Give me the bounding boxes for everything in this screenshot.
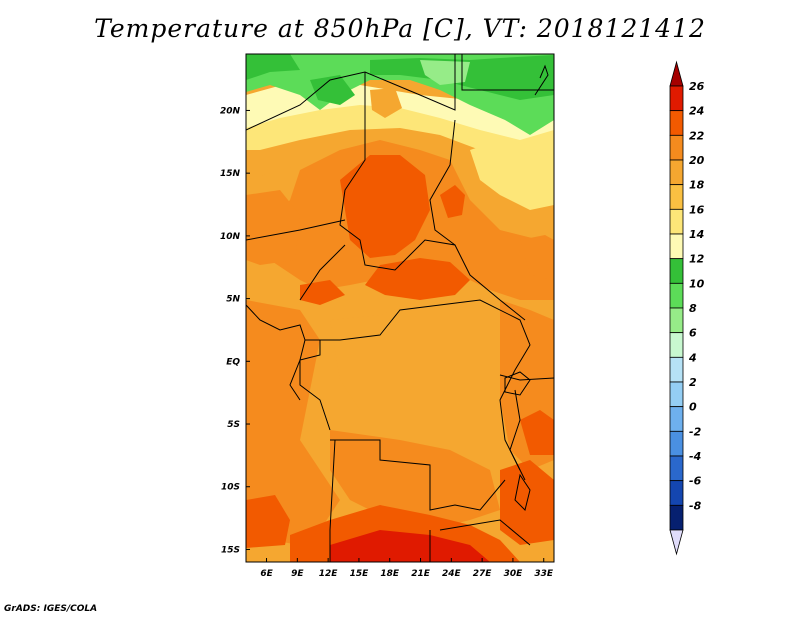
border-chad-sudan bbox=[429, 119, 456, 246]
field-region-24-tanzania bbox=[520, 410, 554, 455]
colorbar-box bbox=[669, 184, 684, 210]
colorbar-top-arrow bbox=[669, 60, 684, 87]
field-region-10-libya bbox=[420, 60, 470, 85]
border-nigeria-north bbox=[246, 219, 346, 241]
lat-tick-label: 5S bbox=[227, 420, 240, 430]
colorbar-label: 8 bbox=[689, 302, 697, 315]
colorbar-label: -6 bbox=[689, 475, 702, 488]
boundaries bbox=[246, 54, 554, 562]
grads-credit: GrADS: IGES/COLA bbox=[4, 604, 98, 614]
colorbar-label: 10 bbox=[689, 277, 705, 290]
lake-tanganyika bbox=[509, 389, 521, 471]
lon-tick-label: 33E bbox=[534, 569, 554, 579]
border-chad-car bbox=[339, 72, 526, 321]
colorbar-box bbox=[669, 258, 684, 284]
lon-tick-label: 9E bbox=[291, 569, 304, 579]
field-region-20-congo bbox=[330, 300, 500, 430]
field-region-20-tibesti bbox=[370, 88, 402, 118]
field-region-26-south bbox=[330, 530, 490, 562]
border-gabon-congo bbox=[299, 340, 331, 431]
colorbar-label: 22 bbox=[689, 129, 705, 142]
colorbar-label: 18 bbox=[689, 179, 705, 192]
colorbar-box bbox=[669, 307, 684, 334]
field-region-24-cameroon bbox=[300, 280, 345, 305]
temperature-field bbox=[246, 54, 554, 562]
colorbar-label: -8 bbox=[689, 499, 702, 512]
colorbar-box bbox=[669, 282, 684, 309]
colorbar-box bbox=[669, 85, 684, 112]
lat-tick-label: 15N bbox=[220, 169, 241, 179]
colorbar-box bbox=[669, 356, 684, 383]
border-zambia-south bbox=[439, 519, 531, 546]
colorbar-label: 12 bbox=[689, 253, 705, 266]
lake-malawi bbox=[514, 473, 531, 511]
lon-tick-label: 18E bbox=[380, 569, 400, 579]
field-region-16-sudan bbox=[470, 140, 554, 210]
field-region-22-west bbox=[246, 190, 300, 265]
field-region-12-niger bbox=[310, 75, 355, 105]
colorbar-box bbox=[669, 110, 684, 136]
colorbar-box bbox=[669, 480, 684, 506]
lat-tick-label: EQ bbox=[226, 357, 240, 367]
colorbar-label: 6 bbox=[689, 327, 697, 340]
colorbar-label: 20 bbox=[689, 154, 705, 167]
lon-tick-label: 30E bbox=[504, 569, 524, 579]
colorbar-bottom-arrow bbox=[669, 529, 684, 556]
colorbar-label: 26 bbox=[689, 80, 705, 93]
lat-tick-label: 10S bbox=[221, 483, 240, 493]
colorbar-box bbox=[669, 406, 684, 432]
longitude-axis: 6E 9E 12E 15E 18E 21E 24E 27E 30E 33E bbox=[260, 558, 554, 579]
lake-victoria bbox=[504, 371, 531, 396]
border-angola-west bbox=[329, 439, 336, 562]
border-egypt-sudan bbox=[461, 54, 554, 91]
field-region-24-darfur bbox=[440, 185, 465, 218]
colorbar-box bbox=[669, 208, 684, 235]
colorbar-box bbox=[669, 233, 684, 260]
border-drc-north-east bbox=[305, 299, 531, 481]
lat-tick-label: 20N bbox=[220, 106, 241, 116]
colorbar-box bbox=[669, 455, 684, 482]
colorbar-label: 2 bbox=[689, 376, 697, 389]
lon-tick-label: 21E bbox=[411, 569, 431, 579]
colorbar-label: 24 bbox=[689, 105, 704, 118]
field-region-12-nw bbox=[246, 54, 300, 80]
lat-tick-label: 10N bbox=[220, 232, 241, 242]
lon-tick-label: 24E bbox=[442, 569, 462, 579]
latitude-axis: 20N 15N 10N 5N EQ 5S 10S 15S bbox=[220, 106, 250, 555]
colorbar-box bbox=[669, 381, 684, 408]
colorbar-box bbox=[669, 332, 684, 358]
border-drc-angola bbox=[330, 439, 506, 511]
lat-tick-label: 15S bbox=[221, 545, 240, 555]
coastline-gulf-guinea bbox=[246, 304, 306, 401]
coastline-red-sea bbox=[534, 64, 549, 96]
colorbar-label: 14 bbox=[689, 228, 704, 241]
colorbar-box bbox=[669, 430, 684, 457]
colorbar-box bbox=[669, 134, 684, 161]
lon-tick-label: 15E bbox=[350, 569, 370, 579]
chart-title: Temperature at 850hPa [C], VT: 201812141… bbox=[94, 14, 706, 43]
field-region-22-west-coast bbox=[246, 300, 340, 545]
border-nigeria-cameroon bbox=[299, 244, 346, 301]
lat-tick-label: 5N bbox=[226, 295, 240, 305]
colorbar-label: -4 bbox=[689, 450, 701, 463]
colorbar-box bbox=[669, 159, 684, 186]
colorbar-label: 4 bbox=[688, 351, 697, 364]
colorbar-box bbox=[669, 504, 684, 531]
field-region-22-east bbox=[520, 235, 554, 280]
field-region-24-coast-south bbox=[246, 495, 290, 548]
plot-frame bbox=[245, 53, 555, 563]
field-region-24-chad bbox=[340, 155, 430, 258]
lon-tick-label: 27E bbox=[473, 569, 493, 579]
colorbar-label: -2 bbox=[689, 425, 702, 438]
colorbar-label: 16 bbox=[689, 203, 705, 216]
lon-tick-label: 12E bbox=[319, 569, 339, 579]
lon-tick-label: 6E bbox=[260, 569, 273, 579]
border-uganda-kenya bbox=[499, 374, 554, 381]
colorbar-label: 0 bbox=[689, 401, 697, 414]
field-region-24-car bbox=[365, 258, 470, 300]
